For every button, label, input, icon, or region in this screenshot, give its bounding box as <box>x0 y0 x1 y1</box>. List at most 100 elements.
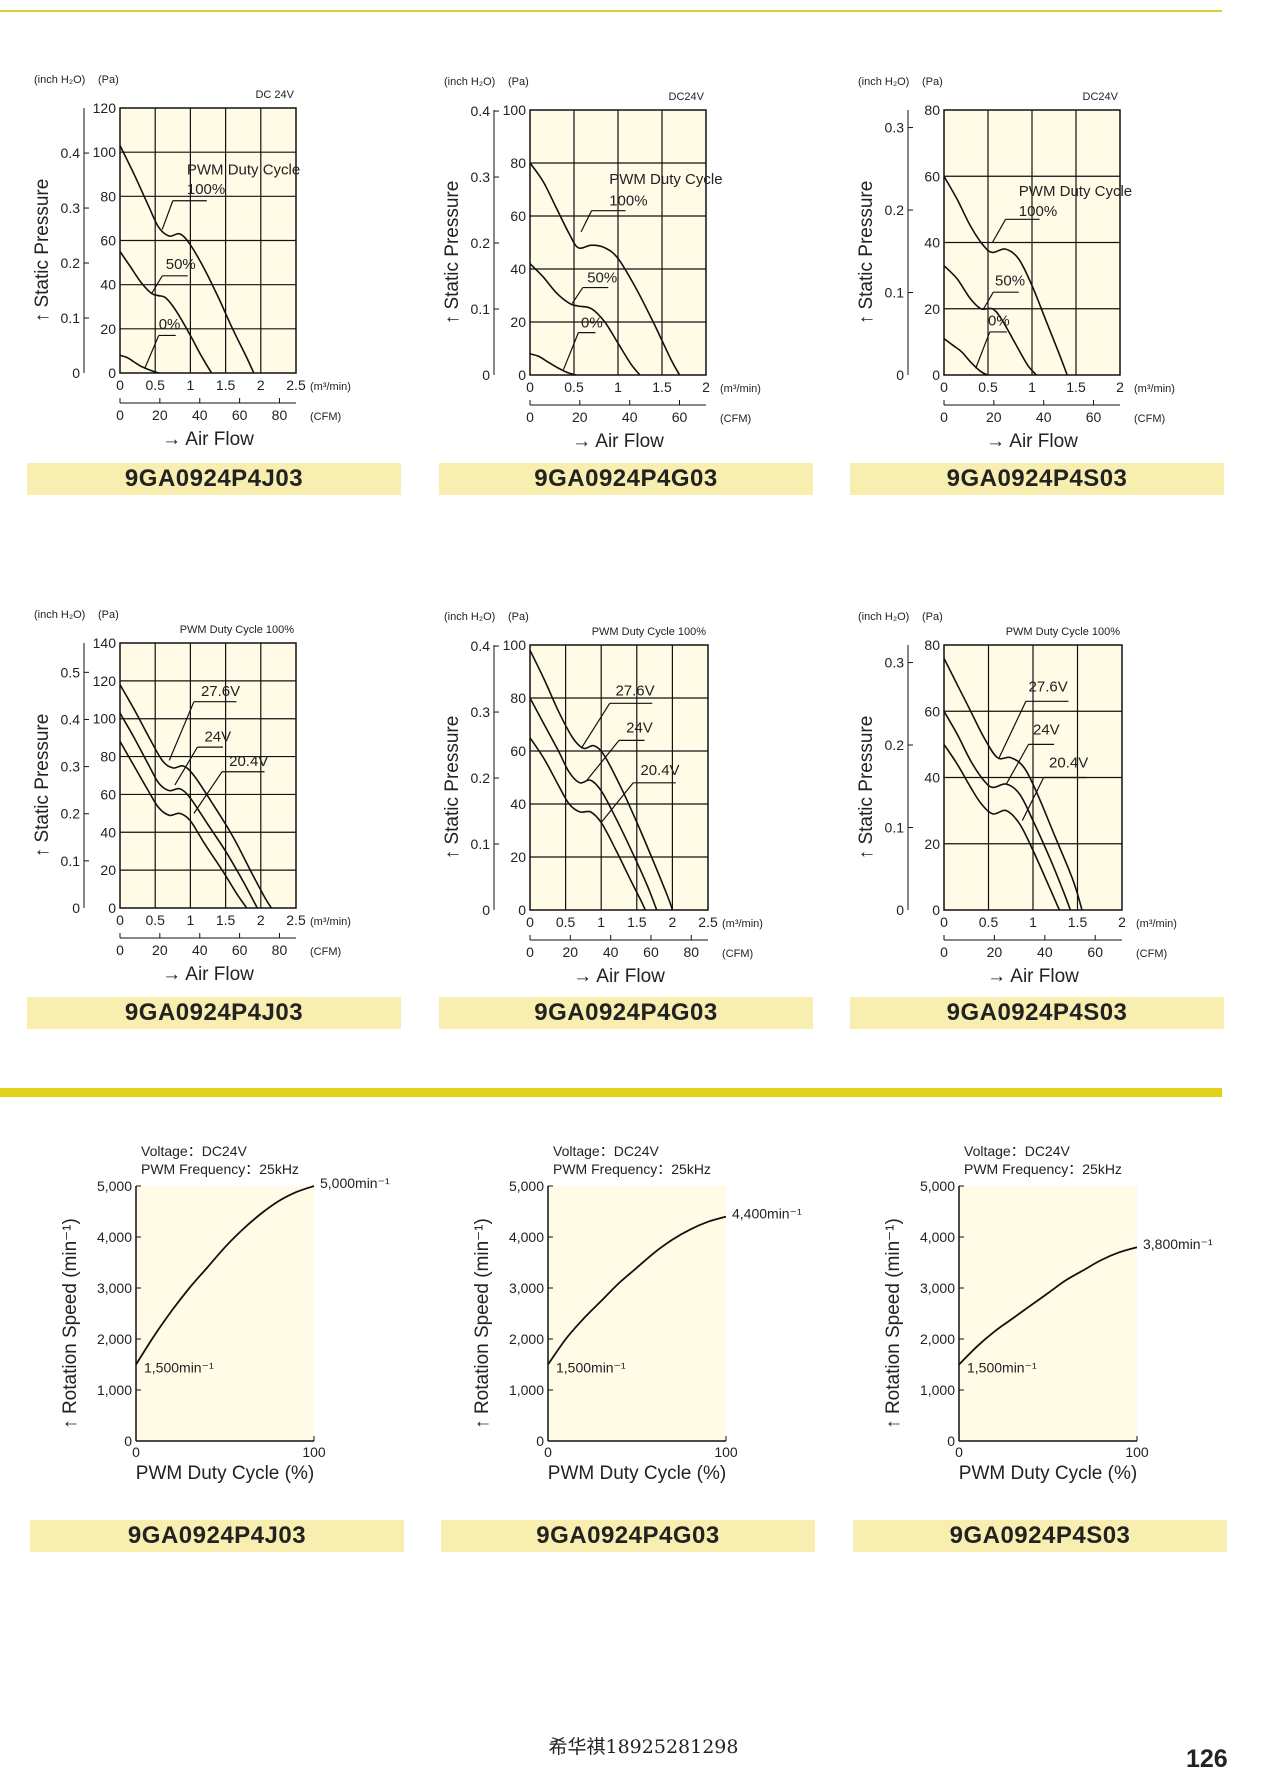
leader-line <box>586 740 620 781</box>
chart-note: Voltage：DC24V <box>964 1143 1071 1159</box>
x2-tick-label: 0 <box>116 407 124 423</box>
x2-tick-label: 0 <box>940 944 948 960</box>
model-label: 9GA0924P4G03 <box>439 997 813 1029</box>
model-label: 9GA0924P4J03 <box>27 997 401 1029</box>
y2-tick-label: 0.2 <box>61 255 81 271</box>
speed-chart-1: 0 1,000 2,000 3,000 4,000 5,000 0 100 PWM Duty C… <box>20 1130 420 1510</box>
x2-tick-label: 0 <box>116 942 124 958</box>
y-tick-label: 120 <box>93 673 117 689</box>
y2-unit-label: (inch H₂O) <box>34 74 85 86</box>
y2-unit-label: (inch H₂O) <box>34 609 85 621</box>
x-tick-label: 0 <box>940 914 948 930</box>
y2-tick-label: 0.4 <box>471 103 491 119</box>
series-line <box>119 712 259 909</box>
x2-tick-label: 80 <box>272 942 288 958</box>
x-tick-label: 0 <box>132 1444 140 1460</box>
x2-tick-label: 20 <box>986 409 1002 425</box>
x2-tick-label: 80 <box>272 407 288 423</box>
series-line <box>547 1215 727 1366</box>
speed-chart-2: 0 1,000 2,000 3,000 4,000 5,000 0 100 PWM Duty C… <box>432 1130 832 1510</box>
x2-unit-label: (CFM) <box>1134 413 1165 425</box>
x-tick-label: 1.5 <box>1066 379 1086 395</box>
series-line <box>529 162 681 376</box>
series-label: 20.4V <box>229 753 268 770</box>
voltage-chart-1: 0 20 40 60 80 100 120 140 0 0.1 0.2 0.3 0.4 0.5 (inch … <box>20 605 420 1075</box>
leader-line <box>144 335 160 369</box>
chart-note: PWM Duty Cycle 100% <box>180 624 295 636</box>
end-value-label: 4,400min⁻¹ <box>732 1206 802 1222</box>
leader-line <box>174 746 198 786</box>
y-tick-label: 0 <box>536 1433 544 1449</box>
chart-svg: 02040608010012014000.10.20.30.40.5(inch … <box>32 609 351 985</box>
start-value-label: 1,500min⁻¹ <box>967 1360 1037 1376</box>
x-tick-label: 1 <box>1028 379 1036 395</box>
series-line <box>119 741 248 909</box>
chart-note: DC24V <box>1083 91 1119 103</box>
y-tick-label: 20 <box>510 314 526 330</box>
model-label: 9GA0924P4J03 <box>30 1520 404 1552</box>
plot-area <box>529 644 709 911</box>
y-tick-label: 80 <box>924 637 940 653</box>
y-tick-label: 3,000 <box>920 1280 955 1296</box>
y-tick-label: 0 <box>518 367 526 383</box>
x2-tick-label: 60 <box>232 407 248 423</box>
y-tick-label: 20 <box>510 849 526 865</box>
x-axis-title: → Air Flow <box>162 429 254 450</box>
y-axis-title: ↑ Static Pressure <box>32 714 53 858</box>
leader-line <box>151 275 163 294</box>
series-label: 20.4V <box>1049 755 1088 772</box>
legend-title: PWM Duty Cycle <box>187 161 300 178</box>
y2-tick-label: 0.3 <box>885 120 905 136</box>
leader-line <box>161 200 174 230</box>
chart-note: PWM Frequency：25kHz <box>964 1161 1122 1177</box>
series-line <box>529 697 658 911</box>
x-axis-title: → Air Flow <box>162 964 254 985</box>
series-label: 100% <box>1019 203 1057 220</box>
y-unit-label: (Pa) <box>922 76 943 88</box>
y-axis-title: ↑ Static Pressure <box>856 716 877 860</box>
y-tick-label: 20 <box>100 321 116 337</box>
leader-line <box>571 287 584 304</box>
y2-tick-label: 0 <box>72 365 80 381</box>
x-tick-label: 0.5 <box>564 379 584 395</box>
x-axis-title: → Air Flow <box>573 966 665 987</box>
y2-unit-label: (inch H₂O) <box>858 611 909 623</box>
series-label: 0% <box>988 312 1010 329</box>
series-label: 24V <box>626 719 653 736</box>
x-tick-label: 2.5 <box>286 377 306 393</box>
y2-tick-label: 0.3 <box>471 169 491 185</box>
x-tick-label: 0.5 <box>979 914 999 930</box>
x-unit-label: (m³/min) <box>1134 383 1175 395</box>
x-unit-label: (m³/min) <box>1136 918 1177 930</box>
y-tick-label: 0 <box>518 902 526 918</box>
y2-tick-label: 0.2 <box>885 737 905 753</box>
y2-tick-label: 0 <box>482 902 490 918</box>
x2-tick-label: 80 <box>683 944 699 960</box>
x-tick-label: 1 <box>1029 914 1037 930</box>
x-tick-label: 0 <box>116 912 124 928</box>
y2-tick-label: 0.1 <box>471 836 491 852</box>
y2-tick-label: 0.1 <box>61 853 81 869</box>
series-label: 27.6V <box>1029 678 1068 695</box>
x-tick-label: 1.5 <box>216 912 236 928</box>
y2-tick-label: 0.3 <box>61 759 81 775</box>
y-axis-title: ↑ Rotation Speed (min⁻¹) <box>472 1218 493 1429</box>
y-unit-label: (Pa) <box>98 609 119 621</box>
section-divider <box>0 1088 1222 1097</box>
chart-note: PWM Duty Cycle 100% <box>1006 626 1121 638</box>
leader-line <box>975 331 991 369</box>
y-tick-label: 40 <box>510 796 526 812</box>
y-tick-label: 0 <box>108 365 116 381</box>
y2-tick-label: 0.1 <box>885 820 905 836</box>
leader-line <box>600 782 634 823</box>
x2-unit-label: (CFM) <box>720 413 751 425</box>
leader-line <box>580 702 611 749</box>
x-tick-label: 2 <box>257 912 265 928</box>
model-label: 9GA0924P4S03 <box>850 463 1224 495</box>
chart-note: Voltage：DC24V <box>553 1143 660 1159</box>
y-tick-label: 1,000 <box>97 1382 132 1398</box>
x2-tick-label: 40 <box>192 407 208 423</box>
x2-tick-label: 60 <box>643 944 659 960</box>
